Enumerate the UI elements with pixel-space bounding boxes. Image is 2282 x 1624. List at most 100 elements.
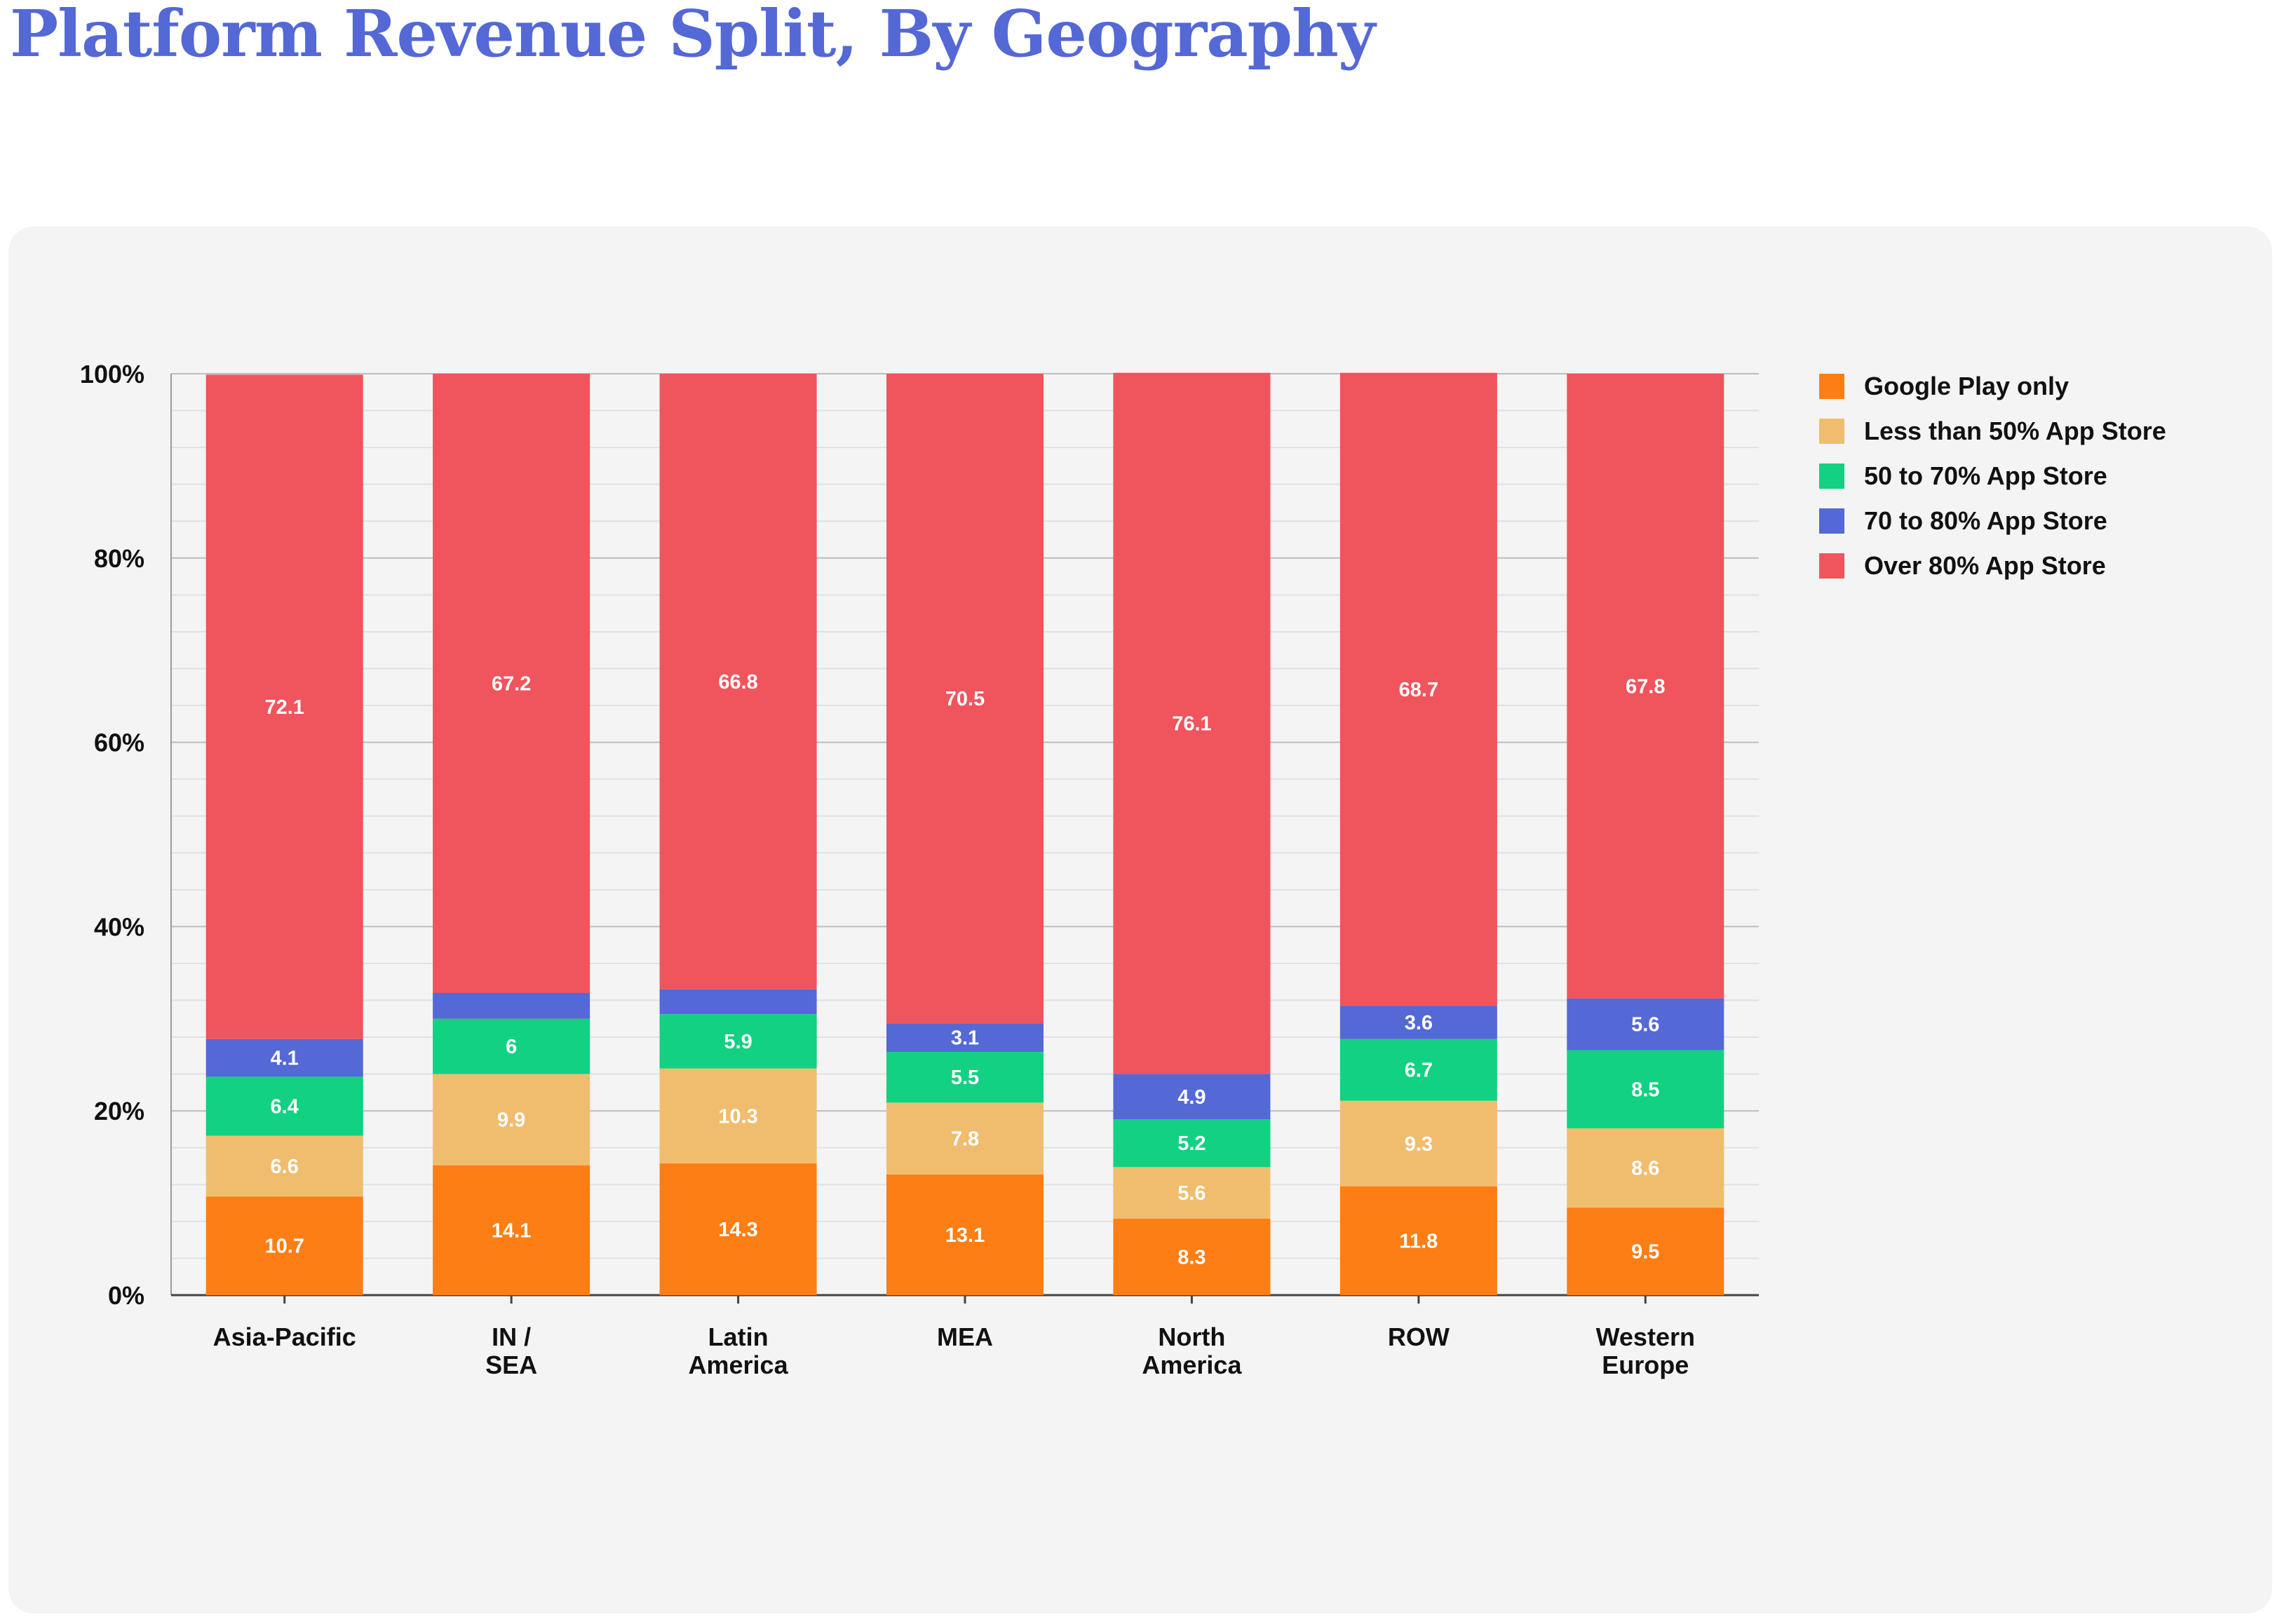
bar-mea-google-play-only: [886, 1174, 1044, 1295]
bar-in-sea-less-than-50-app-store: [433, 1074, 590, 1165]
data-label: 6.4: [271, 1096, 299, 1118]
bar-western-europe-70-to-80-app-store: [1567, 998, 1724, 1050]
legend-label-google-play-only: Google Play only: [1864, 372, 2069, 400]
legend-label-50-to-70-app-store: 50 to 70% App Store: [1864, 461, 2107, 490]
legend: Google Play only Less than 50% App Store 5…: [1819, 372, 2166, 580]
data-label: 9.5: [1631, 1241, 1659, 1264]
bar-asia-pacific-50-to-70-app-store: [205, 1076, 363, 1136]
x-category-label: Western: [1596, 1322, 1695, 1351]
bar-in-sea-google-play-only: [433, 1165, 590, 1295]
data-label: 7.8: [951, 1128, 979, 1151]
page-title: Platform Revenue Split, By Geography: [10, 0, 1375, 72]
chart-panel: 0% 20% 40% 60% 80% 100% Asia-Pacific IN / SEA Lat…: [8, 226, 2272, 1613]
legend-swatch-50-to-70-app-store: [1819, 463, 1844, 489]
x-category-label: ROW: [1388, 1322, 1450, 1351]
data-label: 6.7: [1405, 1060, 1433, 1082]
x-category-label: SEA: [485, 1351, 537, 1379]
data-label: 5.6: [1631, 1014, 1659, 1036]
data-label: 68.7: [1399, 679, 1438, 701]
y-tick-label: 60%: [94, 729, 144, 757]
bar-north-america-less-than-50-app-store: [1113, 1167, 1271, 1219]
bar-western-europe-google-play-only: [1567, 1207, 1724, 1295]
bar-western-europe-less-than-50-app-store: [1567, 1128, 1724, 1208]
legend-label-over-80-app-store: Over 80% App Store: [1864, 551, 2106, 580]
x-category-label: Asia-Pacific: [213, 1322, 356, 1351]
x-category-label: MEA: [937, 1322, 993, 1351]
data-label: 66.8: [718, 671, 757, 693]
legend-swatch-google-play-only: [1819, 374, 1844, 399]
x-category-label: America: [1142, 1351, 1242, 1379]
data-label: 4.1: [271, 1048, 299, 1070]
bar-in-sea-70-to-80-app-store: [433, 993, 590, 1019]
data-label: 4.9: [1177, 1086, 1206, 1109]
x-category-label: North: [1158, 1322, 1225, 1351]
bar-mea-less-than-50-app-store: [886, 1102, 1044, 1175]
data-label: 11.8: [1399, 1230, 1438, 1252]
data-label: 9.3: [1405, 1133, 1433, 1156]
bar-in-sea-50-to-70-app-store: [433, 1018, 590, 1074]
bar-north-america-70-to-80-app-store: [1113, 1074, 1271, 1120]
data-label: 6: [506, 1036, 517, 1058]
bar-mea-over-80-app-store: [886, 374, 1044, 1024]
bar-asia-pacific-over-80-app-store: [205, 374, 363, 1039]
y-tick-label: 40%: [94, 912, 144, 941]
bar-latin-america-50-to-70-app-store: [659, 1014, 817, 1069]
data-label: 72.1: [264, 696, 304, 719]
x-category-label: America: [689, 1351, 789, 1379]
x-category-label: Europe: [1602, 1351, 1689, 1379]
data-label: 70.5: [945, 688, 985, 710]
bar-asia-pacific-70-to-80-app-store: [205, 1038, 363, 1077]
bar-north-america-over-80-app-store: [1113, 372, 1271, 1074]
y-tick-label: 100%: [80, 360, 144, 388]
bar-mea-70-to-80-app-store: [886, 1023, 1044, 1053]
legend-label-70-to-80-app-store: 70 to 80% App Store: [1864, 506, 2107, 535]
data-label: 14.1: [492, 1219, 531, 1242]
data-label: 14.3: [718, 1219, 757, 1241]
bar-row-70-to-80-app-store: [1339, 1006, 1497, 1039]
bar-latin-america-less-than-50-app-store: [659, 1068, 817, 1164]
data-label: 5.6: [1177, 1182, 1206, 1205]
data-label: 8.6: [1631, 1158, 1659, 1180]
bar-asia-pacific-google-play-only: [205, 1196, 363, 1295]
bars: [205, 372, 1724, 1295]
data-label: 10.3: [718, 1105, 757, 1128]
data-label: 5.5: [951, 1067, 979, 1089]
data-label: 67.2: [492, 673, 531, 696]
data-label: 3.1: [951, 1027, 979, 1050]
x-category-label: IN /: [492, 1322, 531, 1351]
bar-north-america-google-play-only: [1113, 1218, 1271, 1295]
bar-latin-america-over-80-app-store: [659, 374, 817, 989]
data-label: 6.6: [271, 1156, 299, 1178]
legend-swatch-less-than-50-app-store: [1819, 419, 1844, 444]
y-tick-label: 0%: [108, 1281, 144, 1310]
data-label: 10.7: [264, 1236, 304, 1258]
bar-latin-america-70-to-80-app-store: [659, 989, 817, 1015]
bar-western-europe-50-to-70-app-store: [1567, 1050, 1724, 1129]
data-label: 76.1: [1172, 713, 1211, 736]
data-label: 9.9: [497, 1109, 525, 1132]
data-labels: 10.7 6.6 6.4 4.1 72.1 14.1 9.9 6 67.2 14.3 10.3 5.9…: [264, 671, 1665, 1269]
bar-in-sea-over-80-app-store: [433, 374, 590, 994]
data-label: 13.1: [945, 1224, 985, 1247]
data-label: 8.3: [1177, 1246, 1206, 1268]
bar-asia-pacific-less-than-50-app-store: [205, 1135, 363, 1197]
y-tick-label: 20%: [94, 1097, 144, 1125]
bar-row-50-to-70-app-store: [1339, 1038, 1497, 1101]
bar-row-google-play-only: [1339, 1186, 1497, 1295]
data-label: 5.2: [1177, 1132, 1206, 1155]
legend-swatch-70-to-80-app-store: [1819, 508, 1844, 534]
bar-row-less-than-50-app-store: [1339, 1100, 1497, 1186]
bar-north-america-50-to-70-app-store: [1113, 1119, 1271, 1168]
data-label: 3.6: [1405, 1012, 1433, 1034]
bar-mea-50-to-70-app-store: [886, 1052, 1044, 1103]
legend-label-less-than-50-app-store: Less than 50% App Store: [1864, 417, 2166, 445]
x-category-label: Latin: [708, 1322, 769, 1351]
data-label: 8.5: [1631, 1078, 1659, 1101]
stacked-bar-chart: 0% 20% 40% 60% 80% 100% Asia-Pacific IN /SEA Lat…: [80, 360, 2166, 1379]
data-label: 5.9: [724, 1031, 752, 1053]
bar-latin-america-google-play-only: [659, 1163, 817, 1295]
data-label: 67.8: [1626, 675, 1665, 698]
bar-row-over-80-app-store: [1339, 372, 1497, 1006]
legend-swatch-over-80-app-store: [1819, 553, 1844, 578]
y-tick-label: 80%: [94, 544, 144, 573]
